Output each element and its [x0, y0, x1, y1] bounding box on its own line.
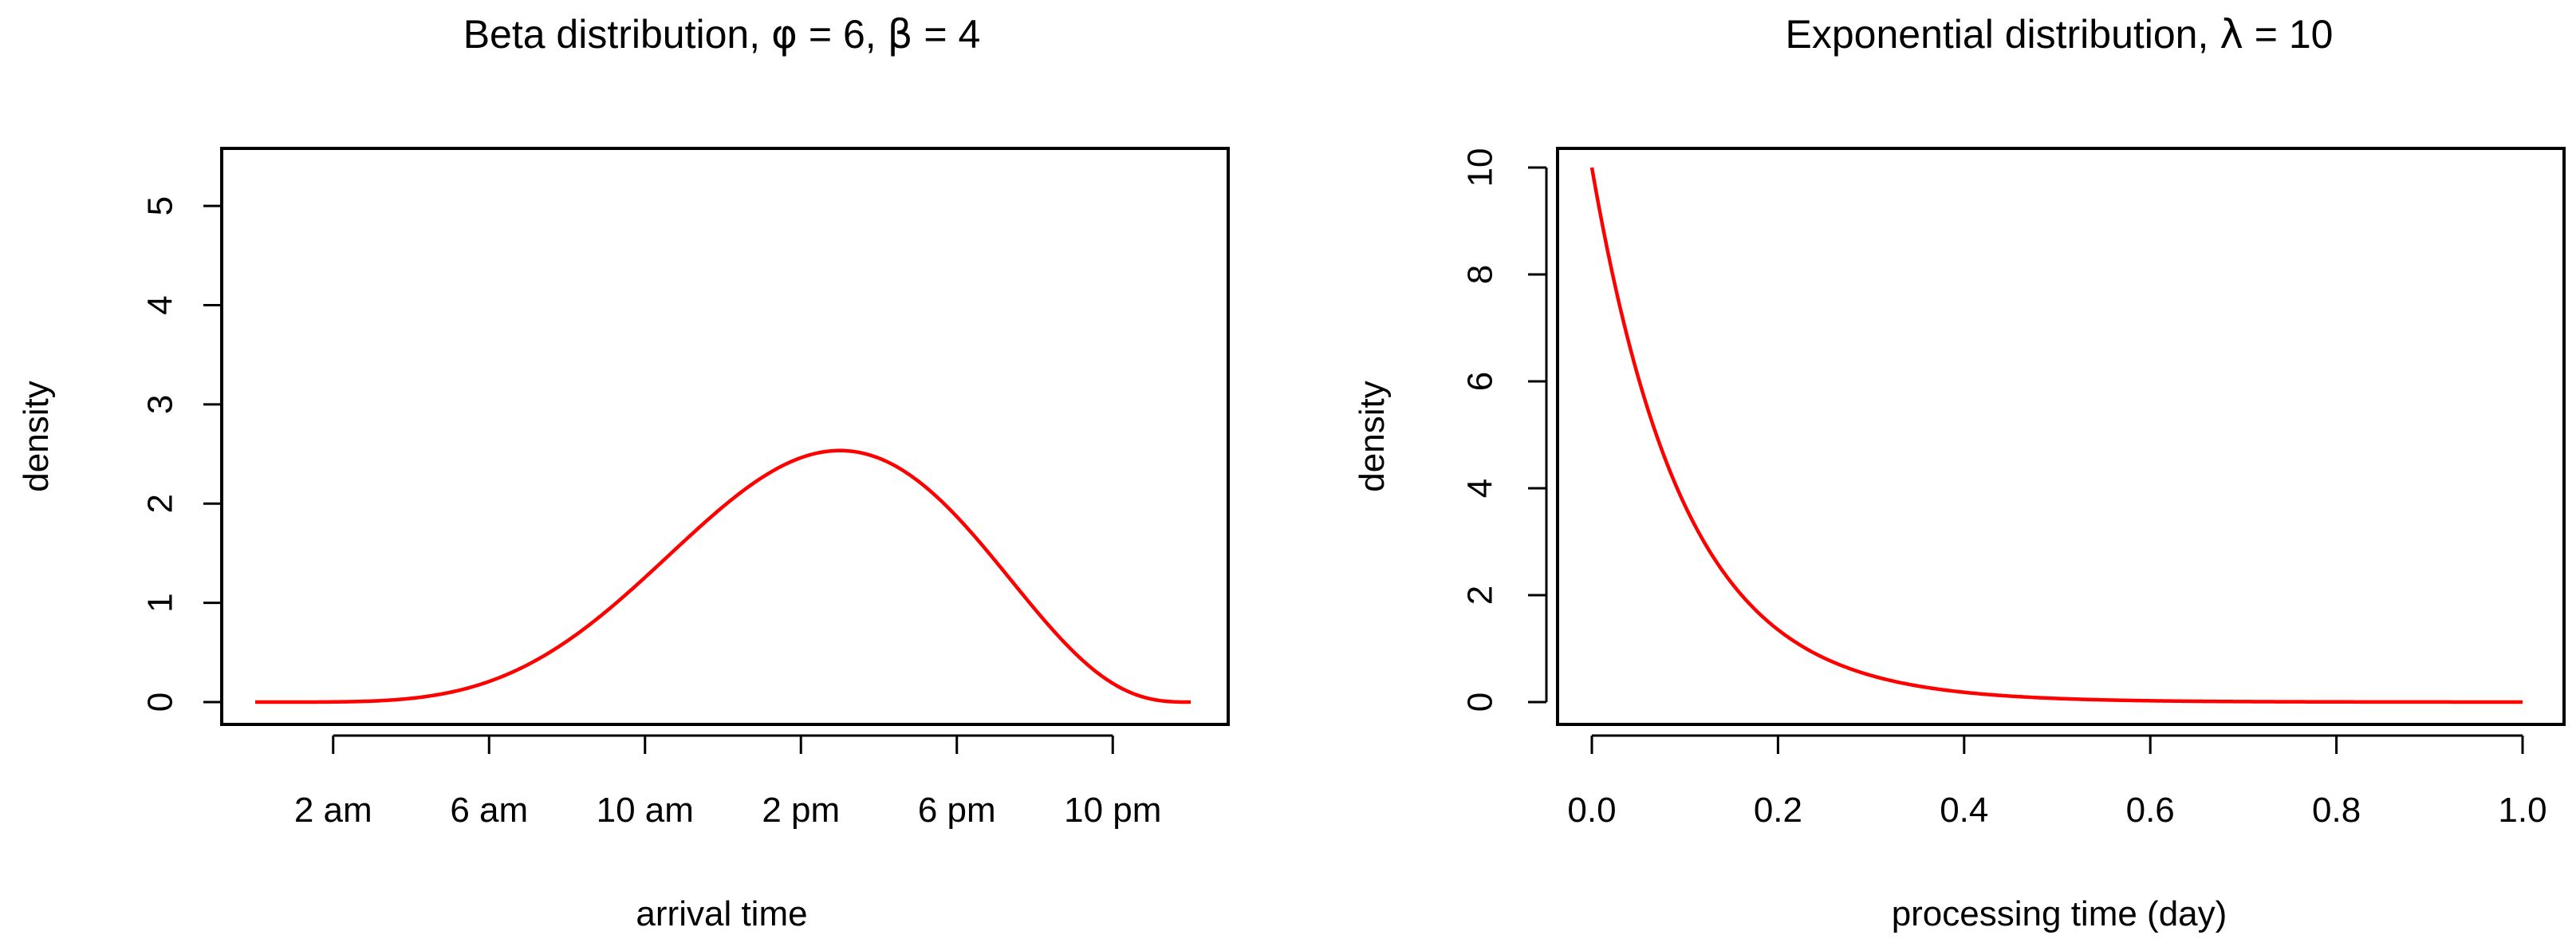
beta-y-tick-label: 2 [140, 494, 179, 513]
beta-x-tick-label: 6 pm [918, 791, 996, 830]
exponential-x-tick-label: 0.8 [2312, 791, 2361, 830]
beta-y-tick-label: 3 [140, 395, 179, 414]
beta-y-tick-label: 1 [140, 593, 179, 612]
exponential-y-tick-label: 2 [1460, 586, 1499, 605]
beta-y-tick-label: 5 [140, 196, 179, 215]
beta-plot-frame [220, 147, 1230, 726]
beta-y-axis: 0 1 2 3 4 5 [140, 196, 223, 712]
beta-panel: Beta distribution, φ = 6, β = 4 0 1 2 3 4 5 2… [17, 11, 1230, 933]
exponential-y-tick-label: 6 [1460, 372, 1499, 391]
exponential-density-line [1589, 167, 2523, 704]
beta-x-tick-label: 2 pm [762, 791, 840, 830]
beta-y-label: density [17, 381, 56, 491]
exponential-x-tick-label: 0.2 [1754, 791, 1802, 830]
exponential-x-tick-label: 0.0 [1567, 791, 1616, 830]
beta-x-tick-label: 2 am [294, 791, 372, 830]
exponential-x-tick-label: 1.0 [2498, 791, 2546, 830]
exponential-x-label: processing time (day) [1892, 894, 2227, 933]
exponential-x-axis: 0.0 0.2 0.4 0.6 0.8 1.0 [1567, 734, 2547, 830]
beta-y-tick-label: 4 [140, 295, 179, 314]
exponential-y-tick-label: 4 [1460, 479, 1499, 498]
beta-y-tick-label: 0 [140, 692, 179, 712]
beta-x-axis: 2 am 6 am 10 am 2 pm 6 pm 10 pm [294, 734, 1161, 830]
exponential-y-tick-label: 8 [1460, 265, 1499, 284]
exponential-x-tick-label: 0.4 [1940, 791, 1988, 830]
exponential-panel: Exponential distribution, λ = 10 0 2 4 6 8 10… [1353, 11, 2566, 933]
beta-title: Beta distribution, φ = 6, β = 4 [463, 11, 981, 57]
exponential-title: Exponential distribution, λ = 10 [1786, 11, 2334, 57]
exponential-y-tick-label: 10 [1460, 148, 1499, 187]
beta-density-line [255, 448, 1191, 704]
beta-x-tick-label: 6 am [450, 791, 528, 830]
beta-x-tick-label: 10 pm [1064, 791, 1161, 830]
exponential-plot-frame [1556, 147, 2566, 726]
beta-x-label: arrival time [636, 894, 807, 933]
exponential-y-axis: 0 2 4 6 8 10 [1460, 148, 1548, 712]
exponential-y-label: density [1353, 381, 1392, 491]
exponential-x-tick-label: 0.6 [2126, 791, 2175, 830]
beta-x-tick-label: 10 am [597, 791, 694, 830]
exponential-y-tick-label: 0 [1460, 692, 1499, 712]
